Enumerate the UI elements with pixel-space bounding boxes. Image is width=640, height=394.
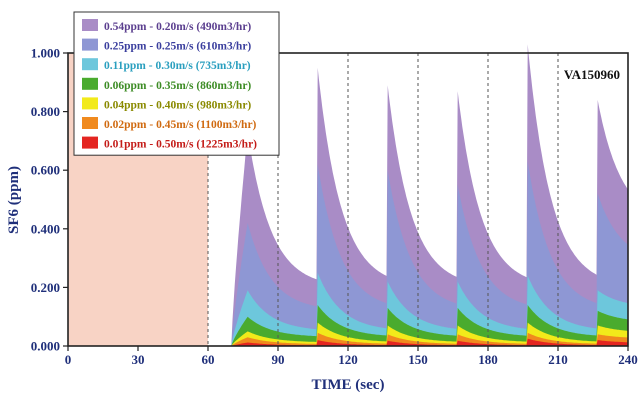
- x-tick-label-6: 180: [478, 352, 498, 367]
- legend-swatch-2: [82, 58, 98, 71]
- x-tick-label-8: 240: [618, 352, 638, 367]
- legend-label-3: 0.06ppm - 0.35m/s (860m3/hr): [104, 80, 251, 92]
- y-axis-title: SF6 (ppm): [6, 166, 22, 234]
- x-tick-label-5: 150: [408, 352, 428, 367]
- legend-label-4: 0.04ppm - 0.40m/s (980m3/hr): [104, 99, 251, 111]
- x-tick-label-2: 60: [202, 352, 215, 367]
- x-tick-label-0: 0: [65, 352, 72, 367]
- legend-box: [73, 11, 280, 156]
- y-axis-ticks: 0.000 0.200 0.400 0.600 0.800 1.000: [31, 46, 68, 354]
- legend-label-5: 0.02ppm - 0.45m/s (1100m3/hr): [104, 119, 257, 131]
- y-tick-label-1: 0.200: [31, 280, 60, 295]
- legend-swatch-3: [82, 77, 98, 90]
- legend-swatch-0: [82, 19, 98, 31]
- legend-swatch-1: [82, 38, 98, 51]
- legend-label-6: 0.01ppm - 0.50m/s (1225m3/hr): [104, 139, 257, 151]
- legend-label-1: 0.25ppm - 0.25m/s (610m3/hr): [104, 41, 251, 53]
- legend-swatch-6: [82, 136, 98, 149]
- y-tick-label-2: 0.400: [31, 221, 60, 236]
- y-tick-label-5: 1.000: [31, 46, 60, 61]
- legend-label-2: 0.11ppm - 0.30m/s (735m3/hr): [104, 60, 251, 72]
- x-axis-title: TIME (sec): [312, 377, 385, 393]
- legend-label-0: 0.54ppm - 0.20m/s (490m3/hr): [104, 21, 251, 33]
- x-tick-label-1: 30: [132, 352, 145, 367]
- series-area-6: [231, 338, 629, 346]
- y-tick-label-4: 0.800: [31, 104, 60, 119]
- x-tick-label-4: 120: [338, 352, 358, 367]
- y-tick-label-3: 0.600: [31, 163, 60, 178]
- series-areas: [231, 44, 629, 346]
- legend: 0.54ppm - 0.20m/s (490m3/hr) 0.25ppm - 0.…: [73, 11, 280, 156]
- y-tick-label-0: 0.000: [31, 339, 60, 354]
- legend-swatch-5: [82, 117, 98, 129]
- legend-swatch-4: [82, 97, 98, 110]
- x-tick-label-7: 210: [548, 352, 568, 367]
- chart-annotation: VA150960: [564, 67, 620, 82]
- x-axis-ticks: 0 30 60 90 120 150 180 210 240: [65, 346, 638, 367]
- x-tick-label-3: 90: [272, 352, 285, 367]
